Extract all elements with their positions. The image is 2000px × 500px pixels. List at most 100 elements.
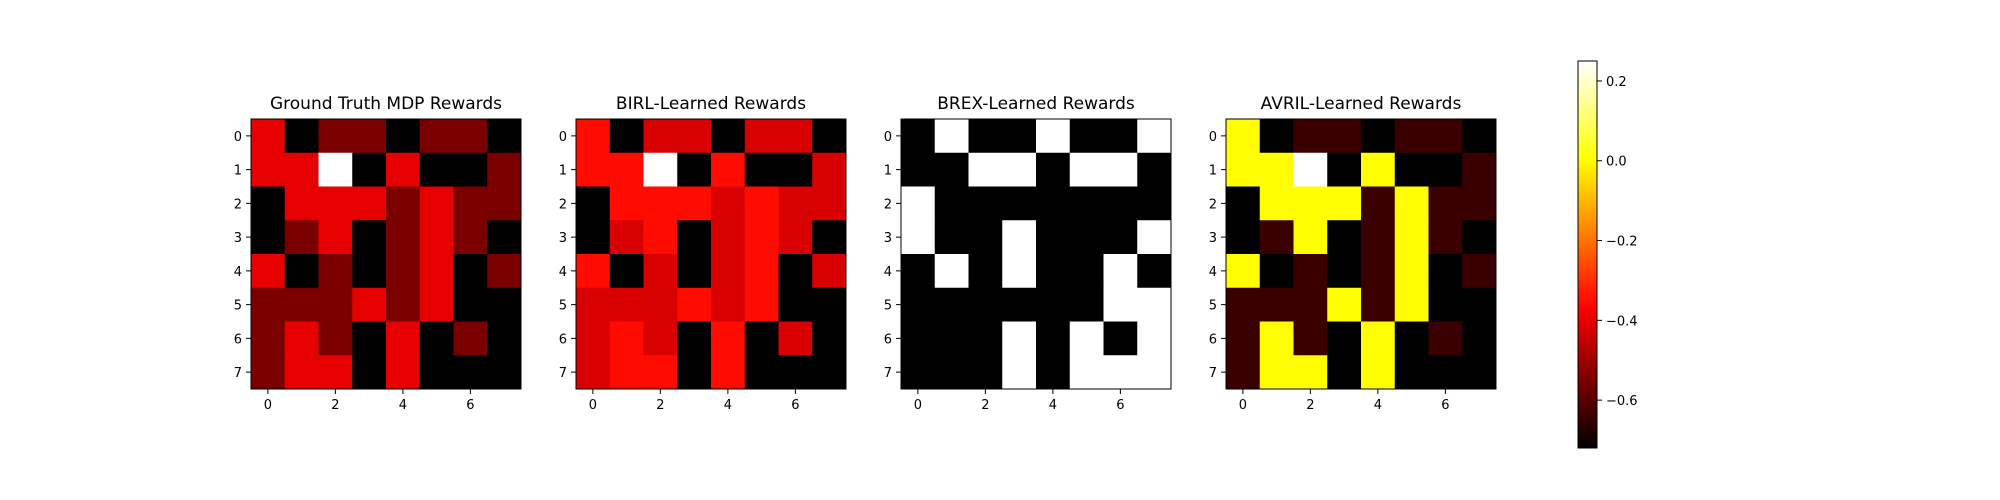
y-tick-label: 0 bbox=[559, 130, 567, 145]
heatmap-cell bbox=[1361, 220, 1396, 255]
heatmap-cell bbox=[1137, 355, 1172, 390]
heatmap-cell bbox=[711, 355, 746, 390]
y-tick-label: 6 bbox=[1209, 332, 1217, 347]
heatmap-cell bbox=[1293, 254, 1328, 289]
heatmap-cell bbox=[576, 152, 611, 187]
heatmap-cell bbox=[284, 152, 319, 187]
heatmap-cell bbox=[934, 254, 969, 289]
heatmap-cell bbox=[1036, 220, 1071, 255]
heatmap-cell bbox=[711, 287, 746, 322]
heatmap-cell bbox=[453, 321, 488, 356]
heatmap-cell bbox=[778, 254, 813, 289]
heatmap-cell bbox=[1226, 186, 1261, 221]
heatmap-cell bbox=[744, 152, 779, 187]
heatmap-cell bbox=[1069, 355, 1104, 390]
heatmap-cell bbox=[744, 220, 779, 255]
heatmap-cell bbox=[1394, 152, 1429, 187]
y-tick-label: 0 bbox=[1209, 130, 1217, 145]
heatmap-cell bbox=[901, 287, 936, 322]
panel-frame bbox=[575, 118, 847, 390]
heatmap-cell bbox=[677, 321, 712, 356]
heatmap-cell bbox=[744, 287, 779, 322]
heatmap-cell bbox=[1103, 119, 1138, 154]
y-tick-label: 2 bbox=[1209, 197, 1217, 212]
heatmap-cell bbox=[487, 119, 522, 154]
heatmap-cell bbox=[711, 119, 746, 154]
heatmap-cell bbox=[1259, 152, 1294, 187]
heatmap-cell bbox=[1002, 186, 1037, 221]
heatmap-cell bbox=[1137, 321, 1172, 356]
heatmap-cell bbox=[901, 321, 936, 356]
heatmap-cell bbox=[778, 152, 813, 187]
heatmap-cell bbox=[643, 355, 678, 390]
heatmap-cell bbox=[1361, 186, 1396, 221]
heatmap-cell bbox=[453, 119, 488, 154]
heatmap-cell bbox=[744, 355, 779, 390]
x-tick-label: 2 bbox=[656, 398, 664, 413]
heatmap-cell bbox=[1103, 321, 1138, 356]
heatmap-cell bbox=[487, 186, 522, 221]
heatmap-panel-0: Ground Truth MDP Rewards 0 2 4 6 0 1 2 3 4 5 6 7 bbox=[234, 94, 522, 413]
heatmap-cell bbox=[1036, 355, 1071, 390]
y-tick-label: 4 bbox=[1209, 265, 1217, 280]
heatmap-cell bbox=[576, 287, 611, 322]
y-tick-label: 3 bbox=[234, 231, 242, 246]
heatmap-cell bbox=[744, 321, 779, 356]
heatmap-cell bbox=[251, 119, 286, 154]
heatmap-cell bbox=[419, 220, 454, 255]
y-tick-label: 4 bbox=[234, 265, 242, 280]
y-tick-label: 3 bbox=[884, 231, 892, 246]
y-tick-label: 3 bbox=[1209, 231, 1217, 246]
heatmap-cell bbox=[1137, 119, 1172, 154]
heatmap-cell bbox=[1462, 254, 1497, 289]
heatmap-cell bbox=[1327, 186, 1362, 221]
heatmap-cell bbox=[419, 152, 454, 187]
heatmap-cell bbox=[778, 119, 813, 154]
heatmap-cell bbox=[778, 186, 813, 221]
heatmap-cell bbox=[901, 220, 936, 255]
heatmap-panel-3: AVRIL-Learned Rewards 0 2 4 6 0 1 2 3 4 5 6 7 bbox=[1209, 94, 1497, 413]
heatmap-cell bbox=[576, 119, 611, 154]
heatmap-cell bbox=[352, 186, 387, 221]
x-tick-label: 6 bbox=[466, 398, 474, 413]
heatmap-cell bbox=[934, 186, 969, 221]
x-tick-label: 0 bbox=[264, 398, 272, 413]
heatmap-cell bbox=[318, 254, 353, 289]
heatmap-cell bbox=[1361, 254, 1396, 289]
heatmap-cell bbox=[1462, 287, 1497, 322]
heatmap-cell bbox=[744, 119, 779, 154]
heatmap-cell bbox=[487, 254, 522, 289]
heatmap-cell bbox=[1069, 152, 1104, 187]
heatmap-cell bbox=[1361, 287, 1396, 322]
heatmap-cell bbox=[1259, 220, 1294, 255]
heatmap-cell bbox=[419, 287, 454, 322]
heatmap-cell bbox=[1462, 220, 1497, 255]
heatmap-cell bbox=[1259, 186, 1294, 221]
heatmap-cell bbox=[1137, 186, 1172, 221]
heatmap-cell bbox=[812, 355, 847, 390]
heatmap-cell bbox=[453, 287, 488, 322]
heatmap-cell bbox=[812, 220, 847, 255]
x-tick-label: 0 bbox=[1239, 398, 1247, 413]
heatmap-cell bbox=[1259, 355, 1294, 390]
heatmap-cell bbox=[251, 254, 286, 289]
heatmap-cell bbox=[1293, 355, 1328, 390]
heatmap-cell bbox=[609, 152, 644, 187]
heatmap-cell bbox=[812, 186, 847, 221]
heatmap-cell bbox=[934, 355, 969, 390]
heatmap-cell bbox=[744, 186, 779, 221]
heatmap-cell bbox=[284, 220, 319, 255]
heatmap-cell bbox=[1327, 287, 1362, 322]
heatmap-cell bbox=[576, 355, 611, 390]
heatmap-cell bbox=[812, 321, 847, 356]
heatmap-cell bbox=[1259, 254, 1294, 289]
heatmap-cell bbox=[968, 321, 1003, 356]
heatmap-cell bbox=[901, 355, 936, 390]
panel-title: AVRIL-Learned Rewards bbox=[1261, 94, 1462, 114]
heatmap-cell bbox=[1293, 152, 1328, 187]
heatmap-cell bbox=[1428, 321, 1463, 356]
heatmap-cell bbox=[1002, 152, 1037, 187]
heatmap-cell bbox=[1428, 152, 1463, 187]
heatmap-cell bbox=[968, 186, 1003, 221]
heatmap-cell bbox=[643, 152, 678, 187]
